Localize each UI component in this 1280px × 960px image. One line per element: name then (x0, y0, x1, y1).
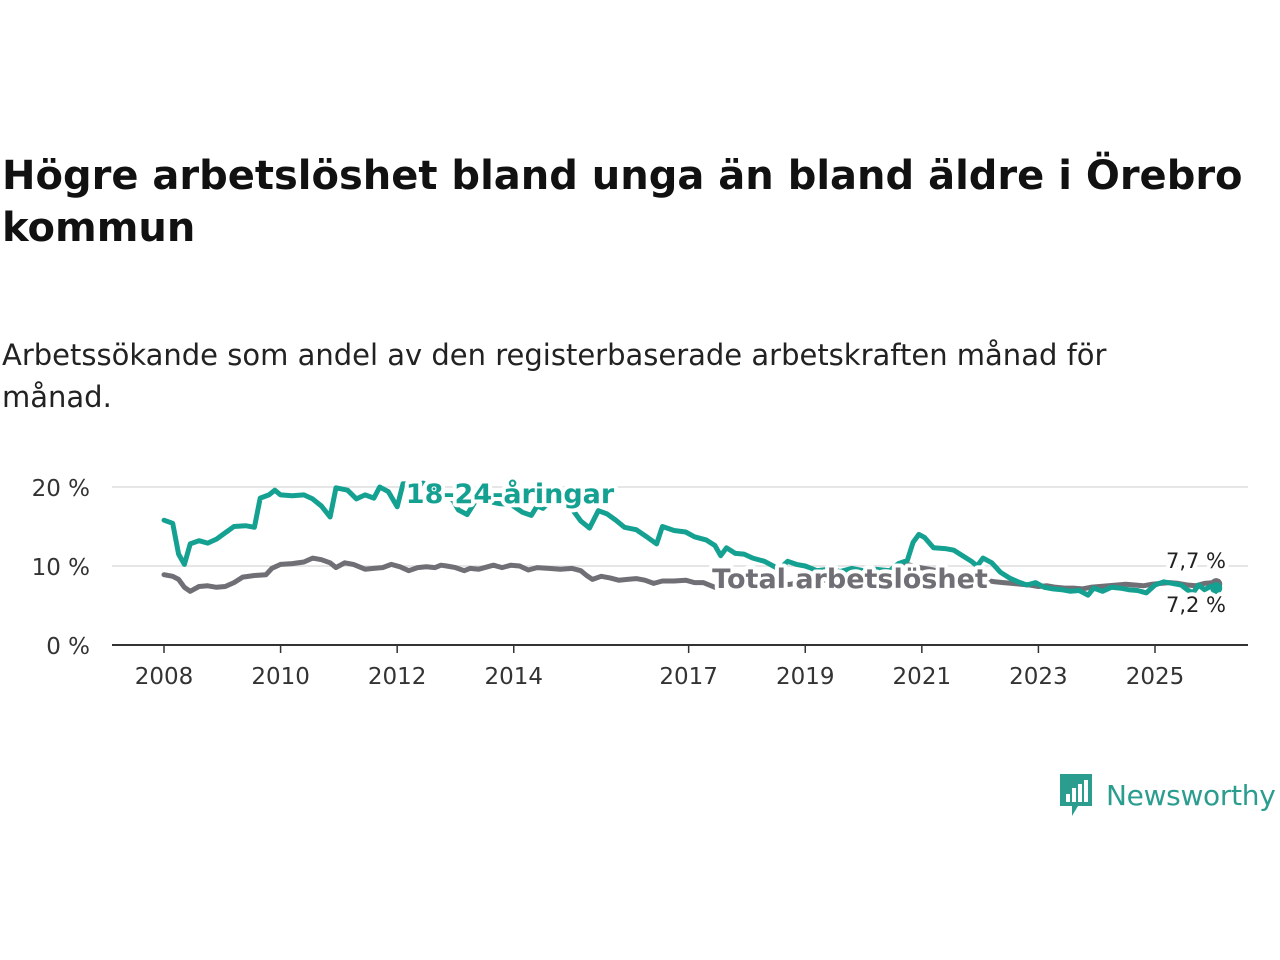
chart-title: Högre arbetslöshet bland unga än bland ä… (2, 153, 1243, 251)
chart-subtitle: Arbetssökande som andel av den registerb… (2, 338, 1107, 414)
line-chart: 0 % 10 % 20 % 2008 2010 2012 2014 2017 2019 2021 2… (32, 474, 1248, 690)
total-series-line (161, 555, 1219, 594)
youth-series-label: 18-24-åringar (406, 478, 615, 510)
x-tick-label: 2008 (135, 664, 194, 690)
total-series-label: Total arbetslöshet (712, 564, 988, 595)
axis-ticks: 0 % 10 % 20 % 2008 2010 2012 2014 2017 2019 2021 2… (32, 476, 1248, 690)
total-end-label-halo: 7,7 % (1166, 549, 1226, 573)
brand-name: Newsworthy (1106, 778, 1276, 812)
x-tick-label: 2025 (1126, 664, 1185, 690)
youth-series-label-halo: 18-24-åringar (406, 478, 615, 510)
x-tick-label: 2023 (1009, 664, 1068, 690)
x-tick-label: 2010 (251, 664, 310, 690)
newsworthy-brand[interactable]: Newsworthy (1058, 772, 1276, 818)
series-lines (161, 480, 1223, 598)
x-tick-label: 2014 (484, 664, 543, 690)
total-series-label-halo: Total arbetslöshet (712, 564, 988, 595)
y-tick-label: 10 % (32, 555, 90, 581)
newsworthy-logo-icon (1060, 774, 1092, 816)
y-tick-label: 0 % (46, 634, 90, 660)
youth-end-label-halo: 7,2 % (1166, 593, 1226, 617)
youth-series-line (161, 480, 1219, 598)
x-tick-label: 2019 (776, 664, 835, 690)
total-end-label: 7,7 % (1166, 549, 1226, 573)
youth-end-label: 7,2 % (1166, 593, 1226, 617)
x-tick-label: 2017 (659, 664, 718, 690)
grid-lines (112, 486, 1248, 567)
youth-end-point (1210, 582, 1223, 595)
y-tick-label: 20 % (32, 476, 90, 502)
x-tick-label: 2021 (893, 664, 952, 690)
x-tick-label: 2012 (368, 664, 427, 690)
